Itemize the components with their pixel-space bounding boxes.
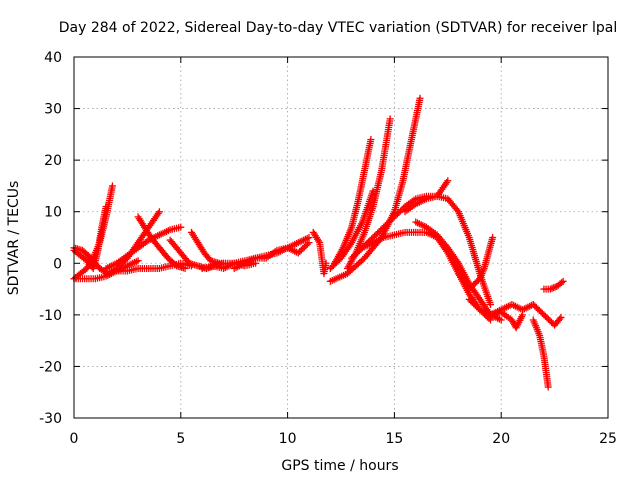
data-point xyxy=(367,136,375,144)
series-track-24 xyxy=(529,316,552,391)
data-point xyxy=(489,234,497,241)
data-series xyxy=(70,94,567,391)
y-tick-label: -20 xyxy=(39,359,62,375)
series-track-9 xyxy=(187,228,260,270)
series-track-7 xyxy=(134,213,189,272)
x-tick-label: 20 xyxy=(492,431,510,447)
data-point xyxy=(322,259,330,267)
y-tick-label: -30 xyxy=(39,411,62,427)
series-track-26 xyxy=(540,277,567,293)
y-tick-label: -10 xyxy=(39,308,62,324)
data-point xyxy=(544,383,552,391)
data-point xyxy=(519,311,527,319)
x-tick-label: 15 xyxy=(385,431,403,447)
series-track-11 xyxy=(230,239,313,272)
series-track-14 xyxy=(331,136,375,267)
data-point xyxy=(102,203,110,211)
data-point xyxy=(416,94,424,102)
data-point xyxy=(487,301,495,309)
x-tick-label: 10 xyxy=(279,431,297,447)
data-point xyxy=(556,315,564,323)
data-point xyxy=(303,240,311,248)
data-point xyxy=(557,313,565,321)
chart-title: Day 284 of 2022, Sidereal Day-to-day VTE… xyxy=(59,20,617,36)
data-point xyxy=(181,264,189,272)
series-track-4 xyxy=(70,257,142,283)
axis-ticks: 0 5 10 15 20 25 -30 -20 -10 0 10 20 30 40 xyxy=(39,50,617,447)
y-tick-label: 40 xyxy=(44,50,62,66)
y-tick-label: 10 xyxy=(44,205,62,221)
data-point xyxy=(108,182,116,190)
series-track-15 xyxy=(343,115,394,272)
series-track-2 xyxy=(70,203,110,272)
data-point xyxy=(134,257,142,265)
data-point xyxy=(497,316,505,324)
series-track-21 xyxy=(454,234,497,293)
x-tick-label: 5 xyxy=(176,431,185,447)
series-track-25 xyxy=(529,301,565,329)
data-point xyxy=(177,223,185,231)
x-tick-label: 25 xyxy=(599,431,617,447)
x-axis-label: GPS time / hours xyxy=(281,458,398,474)
y-tick-label: 20 xyxy=(44,153,62,169)
data-point xyxy=(386,115,394,123)
data-point xyxy=(558,279,566,287)
series-track-23 xyxy=(487,308,527,332)
data-point xyxy=(559,277,567,285)
series-track-5 xyxy=(102,223,185,272)
x-tick-label: 0 xyxy=(70,431,79,447)
data-point xyxy=(155,208,163,216)
series-track-6 xyxy=(113,259,195,275)
y-tick-label: 0 xyxy=(53,256,62,272)
y-tick-label: 30 xyxy=(44,102,62,118)
data-point xyxy=(444,177,452,185)
series-track-12 xyxy=(309,228,330,278)
y-axis-label: SDTVAR / TECUs xyxy=(6,181,22,296)
data-point xyxy=(305,239,313,247)
data-point xyxy=(453,206,461,214)
series-track-19 xyxy=(401,192,495,309)
plot-frame xyxy=(73,56,609,419)
